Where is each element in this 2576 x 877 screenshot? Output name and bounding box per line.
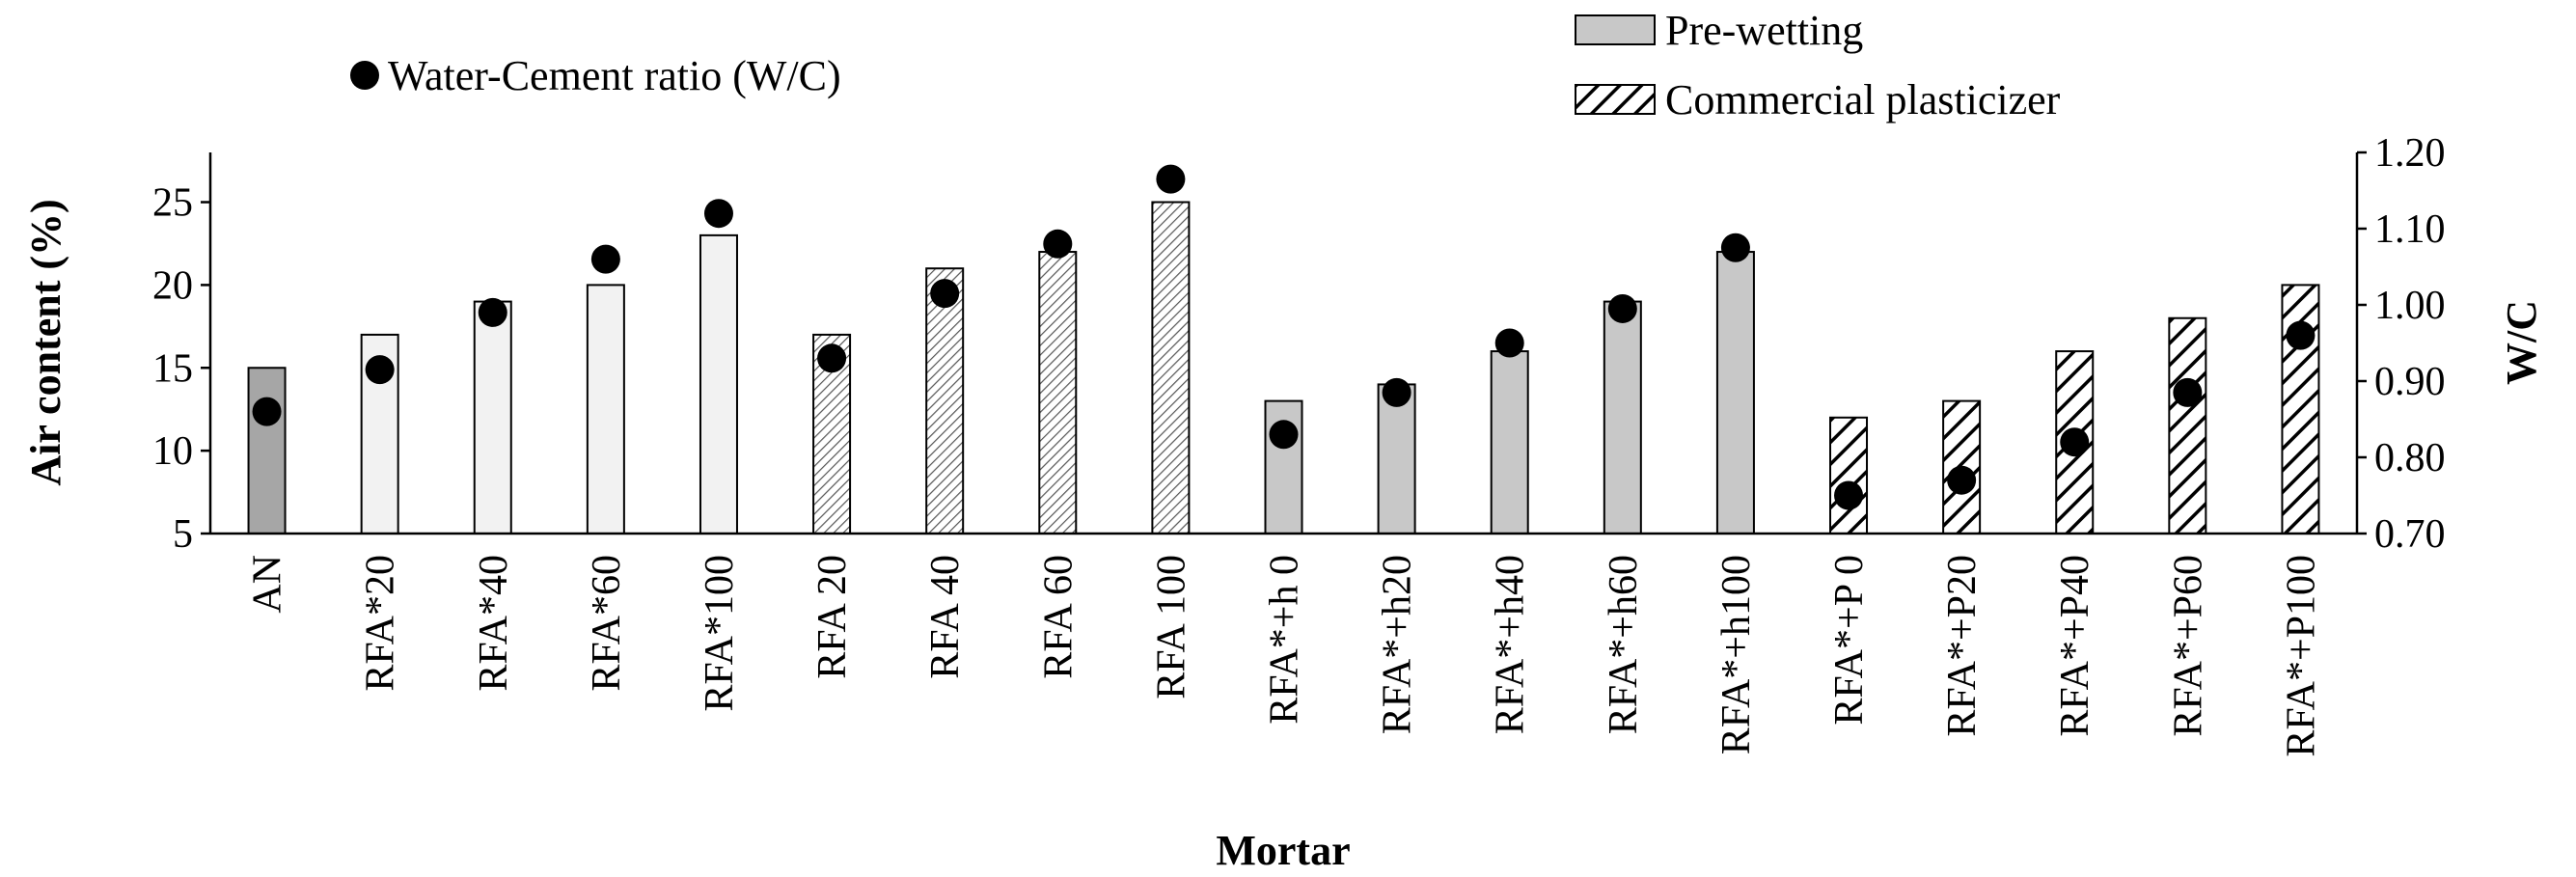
plot-frame xyxy=(208,152,2359,535)
x-tick-label-14: RFA*+P 0 xyxy=(1827,555,1872,726)
x-tick-label-16: RFA*+P40 xyxy=(2053,555,2097,737)
bars-group xyxy=(247,201,2320,535)
wc-point-3 xyxy=(590,244,620,274)
legend-prewetting-label: Pre-wetting xyxy=(1665,7,1863,54)
y2-axis-ticks: 0.70 0.80 0.90 1.00 1.10 1.20 xyxy=(2357,131,2446,557)
wc-point-6 xyxy=(930,279,960,309)
y-axis-title: Air content (%) xyxy=(22,199,69,485)
bar-4 xyxy=(699,233,738,534)
wc-point-2 xyxy=(478,297,507,327)
bar-17 xyxy=(2168,316,2207,534)
bar-7 xyxy=(1038,251,1078,534)
wc-point-13 xyxy=(1720,233,1750,262)
x-tick-label-8: RFA 100 xyxy=(1149,555,1193,699)
legend-plasticizer-swatch xyxy=(1575,84,1656,115)
legend: Water-Cement ratio (W/C) Pre-wetting Com… xyxy=(350,7,2061,123)
x-tick-label-10: RFA*+h20 xyxy=(1376,555,1420,734)
bar-11 xyxy=(1490,350,1529,534)
y2-tick-label-1: 0.80 xyxy=(2374,436,2446,480)
bar-0 xyxy=(247,367,287,534)
wc-point-5 xyxy=(817,343,847,373)
x-tick-label-12: RFA*+h60 xyxy=(1602,555,1646,734)
legend-item-prewetting: Pre-wetting xyxy=(1575,7,1863,54)
wc-point-7 xyxy=(1043,229,1073,259)
x-tick-label-15: RFA*+P20 xyxy=(1940,555,1985,737)
wc-point-0 xyxy=(252,397,282,426)
wc-point-12 xyxy=(1607,293,1637,323)
bar-8 xyxy=(1151,201,1191,535)
bar-2 xyxy=(473,300,512,534)
legend-item-wc: Water-Cement ratio (W/C) xyxy=(350,52,841,99)
x-tick-label-9: RFA*+h 0 xyxy=(1263,555,1307,725)
y-axis-ticks: 5 10 15 20 25 xyxy=(152,181,210,557)
bar-12 xyxy=(1603,300,1642,534)
legend-prewetting-swatch xyxy=(1575,14,1656,45)
y2-tick-label-5: 1.20 xyxy=(2374,131,2446,176)
legend-wc-label: Water-Cement ratio (W/C) xyxy=(388,52,841,99)
wc-point-17 xyxy=(2173,377,2203,407)
x-axis-title: Mortar xyxy=(1216,827,1350,874)
y-tick-label-0: 5 xyxy=(173,512,193,557)
legend-wc-marker xyxy=(350,61,379,90)
wc-point-1 xyxy=(365,355,395,385)
y-tick-label-3: 20 xyxy=(152,263,193,308)
y-tick-label-2: 15 xyxy=(152,346,193,391)
bar-6 xyxy=(925,267,965,534)
wc-point-18 xyxy=(2286,320,2316,350)
wc-point-11 xyxy=(1494,328,1524,358)
x-tick-label-4: RFA*100 xyxy=(698,555,742,712)
x-tick-label-6: RFA 40 xyxy=(923,555,968,679)
x-tick-label-0: AN xyxy=(246,555,290,614)
legend-item-plasticizer: Commercial plasticizer xyxy=(1575,76,2061,123)
wc-point-14 xyxy=(1834,480,1864,510)
points-group xyxy=(252,164,2316,510)
x-tick-label-3: RFA*60 xyxy=(585,555,629,692)
y2-tick-label-4: 1.10 xyxy=(2374,207,2446,252)
x-tick-label-1: RFA*20 xyxy=(359,555,403,692)
x-tick-label-17: RFA*+P60 xyxy=(2166,555,2210,737)
x-axis-ticks: AN RFA*20 RFA*40 RFA*60 RFA*100 RFA 20 RFA 40 R… xyxy=(246,555,2324,757)
y-tick-label-4: 25 xyxy=(152,181,193,226)
wc-point-4 xyxy=(703,199,733,229)
bar-14 xyxy=(1829,416,1869,535)
bar-13 xyxy=(1715,251,1755,534)
bar-10 xyxy=(1377,383,1416,534)
wc-point-8 xyxy=(1156,164,1186,194)
legend-plasticizer-label: Commercial plasticizer xyxy=(1665,76,2061,123)
x-tick-label-2: RFA*40 xyxy=(472,555,516,692)
y2-axis-title: W/C xyxy=(2498,300,2545,385)
x-tick-label-13: RFA*+h100 xyxy=(1714,555,1759,754)
y2-tick-label-0: 0.70 xyxy=(2374,512,2446,557)
x-tick-label-5: RFA 20 xyxy=(810,555,855,679)
wc-point-16 xyxy=(2060,427,2090,457)
x-tick-label-7: RFA 60 xyxy=(1036,555,1081,679)
y-tick-label-1: 10 xyxy=(152,429,193,474)
wc-point-9 xyxy=(1269,420,1299,450)
x-tick-label-18: RFA*+P100 xyxy=(2279,555,2323,757)
y2-tick-label-2: 0.90 xyxy=(2374,360,2446,404)
wc-point-15 xyxy=(1947,465,1977,495)
wc-point-10 xyxy=(1382,377,1411,407)
y2-tick-label-3: 1.00 xyxy=(2374,284,2446,328)
bar-3 xyxy=(586,284,625,534)
x-tick-label-11: RFA*+h40 xyxy=(1489,555,1533,734)
